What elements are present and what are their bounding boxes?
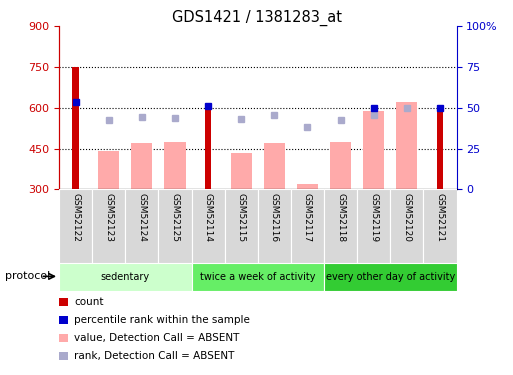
Bar bbox=[264, 143, 285, 189]
Text: GSM52120: GSM52120 bbox=[402, 193, 411, 242]
Text: GSM52122: GSM52122 bbox=[71, 193, 80, 242]
Text: percentile rank within the sample: percentile rank within the sample bbox=[74, 315, 250, 325]
Bar bbox=[324, 262, 457, 291]
Bar bbox=[437, 105, 443, 189]
Bar bbox=[231, 153, 252, 189]
Bar bbox=[72, 67, 79, 189]
Bar bbox=[59, 189, 92, 262]
Text: GSM52117: GSM52117 bbox=[303, 193, 312, 242]
Bar bbox=[59, 262, 191, 291]
Text: count: count bbox=[74, 297, 104, 307]
Bar bbox=[159, 189, 191, 262]
Text: GSM52124: GSM52124 bbox=[137, 193, 146, 242]
Bar bbox=[324, 189, 357, 262]
Text: GSM52125: GSM52125 bbox=[170, 193, 180, 242]
Bar bbox=[164, 142, 186, 189]
Bar bbox=[363, 111, 384, 189]
Text: protocol: protocol bbox=[5, 272, 50, 281]
Bar bbox=[131, 143, 152, 189]
Bar bbox=[258, 189, 291, 262]
Text: GSM52118: GSM52118 bbox=[336, 193, 345, 242]
Bar bbox=[291, 189, 324, 262]
Bar bbox=[191, 262, 324, 291]
Bar bbox=[191, 189, 225, 262]
Bar bbox=[396, 102, 418, 189]
Text: GDS1421 / 1381283_at: GDS1421 / 1381283_at bbox=[171, 9, 342, 26]
Bar bbox=[205, 105, 211, 189]
Bar bbox=[225, 189, 258, 262]
Bar bbox=[98, 151, 120, 189]
Text: GSM52123: GSM52123 bbox=[104, 193, 113, 242]
Text: every other day of activity: every other day of activity bbox=[326, 272, 455, 282]
Bar bbox=[390, 189, 423, 262]
Text: GSM52115: GSM52115 bbox=[236, 193, 246, 242]
Text: value, Detection Call = ABSENT: value, Detection Call = ABSENT bbox=[74, 333, 240, 343]
Text: GSM52114: GSM52114 bbox=[204, 193, 212, 242]
Text: GSM52121: GSM52121 bbox=[436, 193, 444, 242]
Text: GSM52116: GSM52116 bbox=[270, 193, 279, 242]
Bar bbox=[330, 142, 351, 189]
Bar bbox=[92, 189, 125, 262]
Text: rank, Detection Call = ABSENT: rank, Detection Call = ABSENT bbox=[74, 351, 235, 361]
Bar bbox=[357, 189, 390, 262]
Bar bbox=[125, 189, 159, 262]
Bar bbox=[297, 184, 318, 189]
Text: sedentary: sedentary bbox=[101, 272, 150, 282]
Bar bbox=[423, 189, 457, 262]
Text: GSM52119: GSM52119 bbox=[369, 193, 378, 242]
Text: twice a week of activity: twice a week of activity bbox=[200, 272, 315, 282]
